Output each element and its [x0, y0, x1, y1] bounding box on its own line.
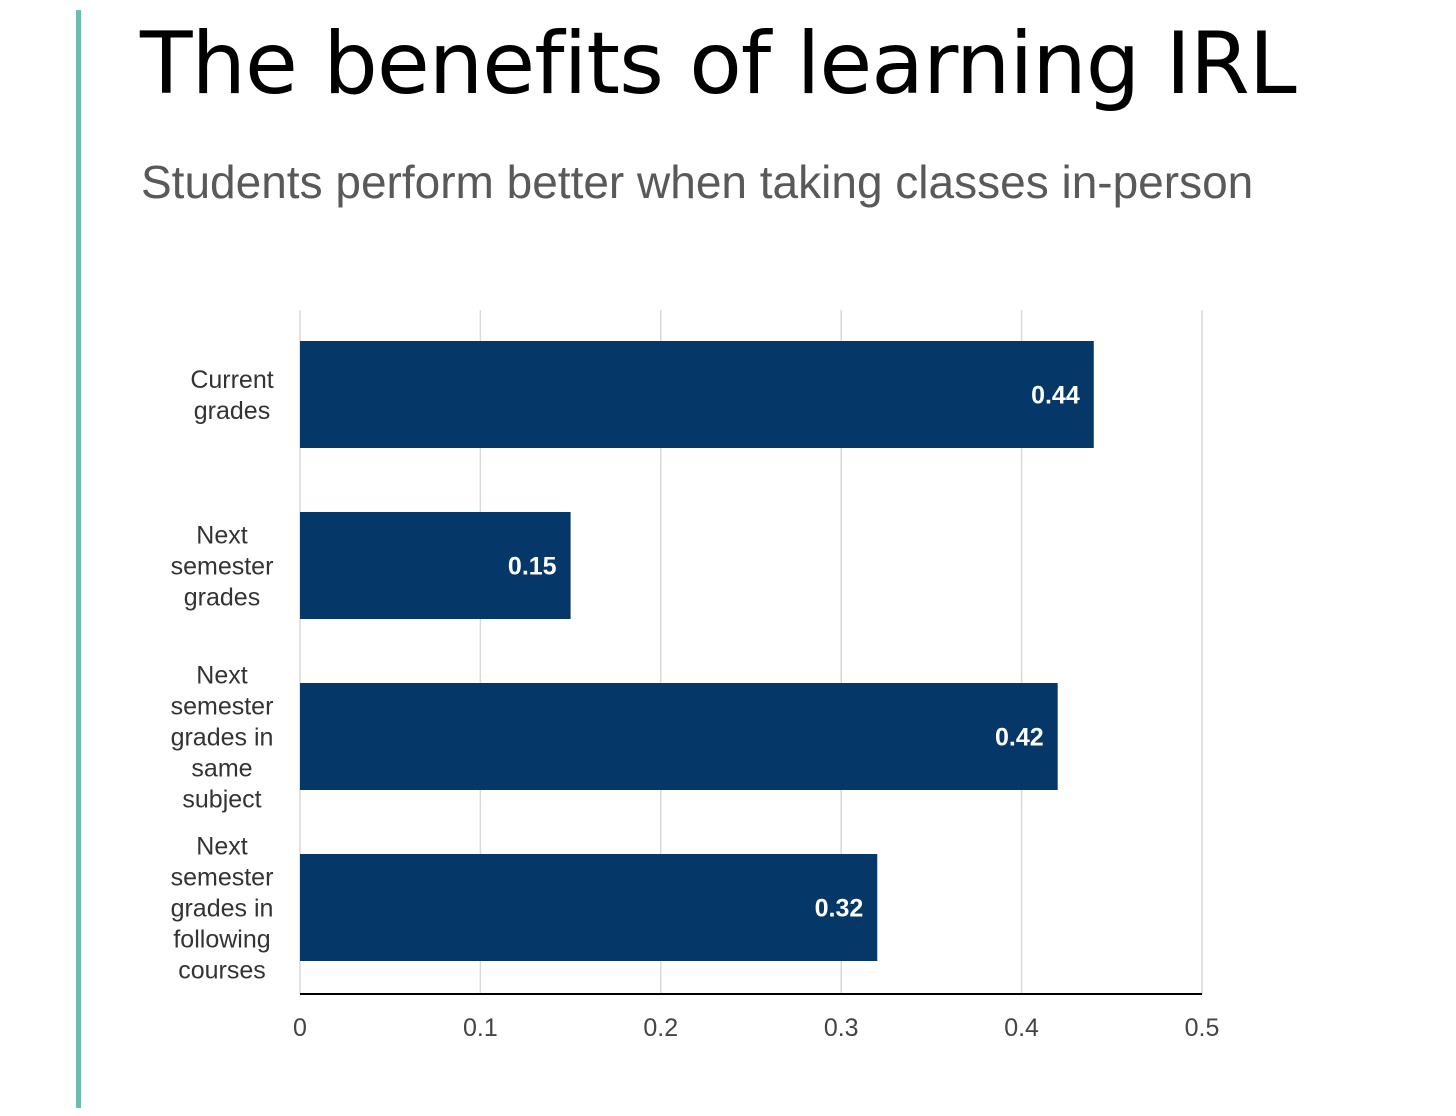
page-subtitle: Students perform better when taking clas…: [141, 156, 1254, 208]
bar-data-label: 0.42: [995, 724, 1044, 752]
x-tick-label: 0.4: [1004, 1014, 1039, 1042]
accent-bar: [76, 10, 81, 1108]
bar: [300, 854, 878, 961]
x-tick-label: 0.3: [824, 1014, 859, 1042]
bar-data-label: 0.44: [1031, 382, 1080, 410]
x-tick-label: 0: [293, 1014, 307, 1042]
bar: [300, 683, 1058, 790]
page-title: The benefits of learning IRL: [140, 14, 1297, 114]
y-category-label: Next semester grades in following courses: [171, 833, 274, 985]
x-tick-label: 0.1: [463, 1014, 498, 1042]
y-category-label: Next semester grades: [171, 522, 274, 612]
bar: [300, 341, 1094, 448]
y-category-label: Current grades: [190, 366, 273, 425]
x-tick-label: 0.5: [1185, 1014, 1220, 1042]
bar: [300, 512, 571, 619]
x-tick-label: 0.2: [643, 1014, 678, 1042]
bar-data-label: 0.15: [508, 553, 557, 581]
bar-data-label: 0.32: [815, 895, 864, 923]
y-category-label: Next semester grades in same subject: [171, 662, 274, 814]
